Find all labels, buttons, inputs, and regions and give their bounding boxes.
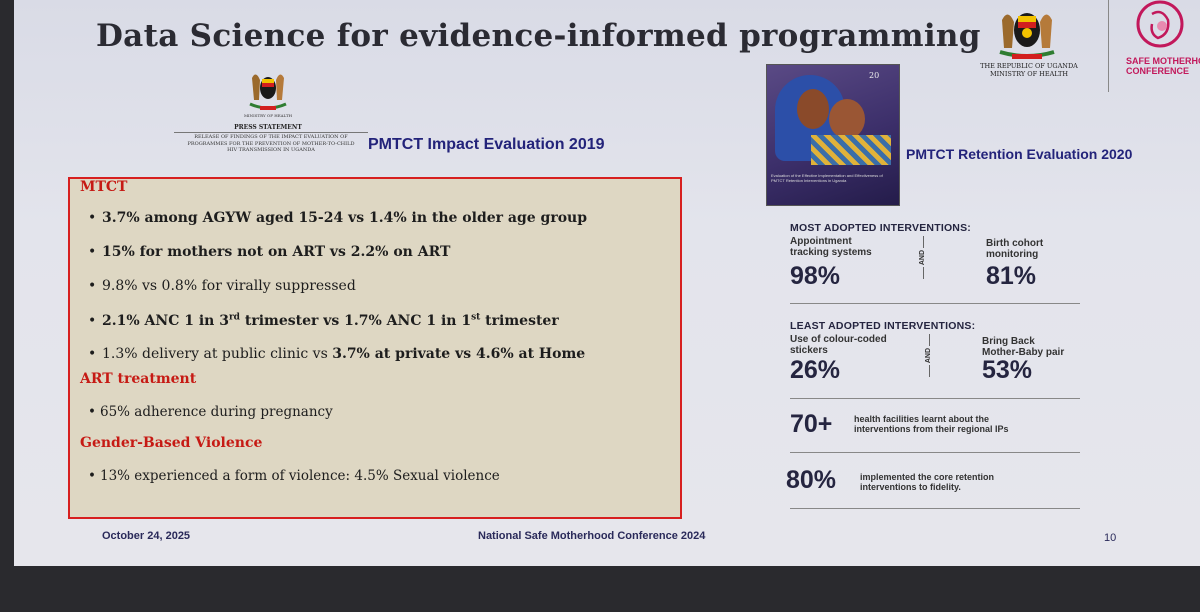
section-rule xyxy=(790,398,1080,399)
art-heading: ART treatment xyxy=(80,371,197,387)
finding-text-part: 1.3% delivery at public clinic vs xyxy=(102,346,333,362)
section-rule xyxy=(790,452,1080,453)
smc-line-1: SAFE MOTHERHOOD xyxy=(1126,56,1200,66)
footer-event: National Safe Motherhood Conference 2024 xyxy=(478,530,706,542)
smc-line-2: CONFERENCE xyxy=(1126,66,1190,76)
cover-cloth xyxy=(811,135,891,165)
finding-bullet: • 1.3% delivery at public clinic vs 3.7% … xyxy=(88,346,586,362)
mtct-heading: MTCT xyxy=(80,179,128,195)
header-divider xyxy=(1108,0,1109,92)
finding-bullet: • 13% experienced a form of violence: 4.5… xyxy=(88,468,500,484)
least-adopted-heading: LEAST ADOPTED INTERVENTIONS: xyxy=(790,320,976,332)
finding-text-part: trimester vs 1.7% ANC 1 in 1 xyxy=(239,312,472,329)
press-release: Release of findings of the impact evalua… xyxy=(176,134,366,154)
page-number: 10 xyxy=(1104,532,1117,544)
least-adopted-a-label: Use of colour-coded stickers xyxy=(790,334,887,356)
impact-evaluation-heading: PMTCT Impact Evaluation 2019 xyxy=(368,136,605,153)
most-adopted-a-label: Appointment tracking systems xyxy=(790,236,872,258)
least-adopted-a-label-2: stickers xyxy=(790,345,828,356)
finding-bullet: • 9.8% vs 0.8% for virally suppressed xyxy=(88,278,356,294)
finding-bullet: • 15% for mothers not on ART vs 2.2% on A… xyxy=(88,244,451,260)
cover-badge: 20 xyxy=(869,71,880,80)
cover-baby-face xyxy=(829,99,865,139)
finding-bullet: • 2.1% ANC 1 in 3rd trimester vs 1.7% ANC… xyxy=(88,312,559,329)
press-title: PRESS STATEMENT xyxy=(234,124,302,131)
most-adopted-b-label-2: monitoring xyxy=(986,249,1039,260)
most-adopted-b-value: 81% xyxy=(986,262,1037,290)
least-adopted-b-label: Bring Back Mother-Baby pair xyxy=(982,336,1064,358)
most-adopted-b-label-1: Birth cohort xyxy=(986,238,1044,249)
and-text: AND xyxy=(919,250,926,266)
finding-text: 9.8% vs 0.8% for virally suppressed xyxy=(102,278,356,294)
finding-text-part: 2.1% ANC 1 in 3 xyxy=(102,312,229,329)
most-adopted-a-value: 98% xyxy=(790,262,841,290)
safe-motherhood-logo-icon xyxy=(1136,0,1184,48)
stat-facilities-text-1: health facilities learnt about the xyxy=(854,414,990,424)
press-release-line-1: Release of findings of the impact evalua… xyxy=(194,134,348,140)
press-release-line-2: programmes for the prevention of mother-… xyxy=(187,140,355,147)
least-adopted-b-value: 53% xyxy=(982,356,1033,384)
finding-bullet: • 3.7% among AGYW aged 15-24 vs 1.4% in t… xyxy=(88,210,588,226)
stat-facilities-value: 70+ xyxy=(790,410,833,438)
least-adopted-a-label-1: Use of colour-coded xyxy=(790,334,887,345)
gov-caption: THE REPUBLIC OF UGANDA MINISTRY OF HEALT… xyxy=(964,62,1094,78)
stat-fidelity-text: implemented the core retention intervent… xyxy=(860,472,994,492)
gov-line-ministry: MINISTRY OF HEALTH xyxy=(989,70,1069,78)
stat-facilities-text: health facilities learnt about the inter… xyxy=(854,414,1009,434)
and-separator: AND xyxy=(918,236,928,280)
footer-date: October 24, 2025 xyxy=(102,530,191,542)
press-release-line-3: HIV transmission in Uganda xyxy=(227,147,315,153)
finding-superscript: rd xyxy=(228,312,240,322)
finding-text: 13% experienced a form of violence: 4.5%… xyxy=(100,468,500,484)
smc-caption: SAFE MOTHERHOOD CONFERENCE xyxy=(1126,56,1200,76)
section-rule xyxy=(790,303,1080,304)
stat-fidelity-text-1: implemented the core retention xyxy=(860,472,995,482)
press-ministry: MINISTRY OF HEALTH xyxy=(243,113,293,118)
least-adopted-b-label-1: Bring Back xyxy=(982,336,1035,347)
slide: Data Science for evidence-informed progr… xyxy=(14,0,1200,566)
slide-title: Data Science for evidence-informed progr… xyxy=(96,18,981,54)
most-adopted-a-label-2: tracking systems xyxy=(790,247,872,258)
finding-text-part: 3.7% at private vs 4.6% at Home xyxy=(332,346,586,362)
uganda-coat-of-arms-icon xyxy=(999,13,1055,59)
cover-caption: Evaluation of the Effective Implementati… xyxy=(771,173,883,183)
retention-evaluation-heading: PMTCT Retention Evaluation 2020 xyxy=(906,146,1133,162)
most-adopted-a-label-1: Appointment xyxy=(790,236,852,247)
stat-fidelity-value: 80% xyxy=(786,466,837,494)
least-adopted-a-value: 26% xyxy=(790,356,841,384)
finding-text: 3.7% among AGYW aged 15-24 vs 1.4% in th… xyxy=(102,210,588,226)
findings-box: MTCT • 3.7% among AGYW aged 15-24 vs 1.4%… xyxy=(68,177,682,519)
stat-facilities-text-2: interventions from their regional IPs xyxy=(854,424,1009,434)
section-rule xyxy=(790,508,1080,509)
and-text: AND xyxy=(925,348,932,364)
finding-bullet: • 65% adherence during pregnancy xyxy=(88,404,333,420)
least-adopted-b-label-2: Mother-Baby pair xyxy=(982,347,1065,358)
finding-superscript: st xyxy=(471,312,481,322)
press-rule xyxy=(174,132,368,133)
gbv-heading: Gender-Based Violence xyxy=(80,435,263,451)
most-adopted-b-label: Birth cohort monitoring xyxy=(986,238,1043,260)
finding-text-part: trimester xyxy=(480,312,559,329)
gov-line-republic: THE REPUBLIC OF UGANDA xyxy=(980,62,1078,70)
and-separator: AND xyxy=(924,334,934,378)
stat-fidelity-text-2: interventions to fidelity. xyxy=(860,482,961,492)
finding-text: 15% for mothers not on ART vs 2.2% on AR… xyxy=(102,244,451,260)
cover-mother-face xyxy=(797,89,829,129)
most-adopted-heading: MOST ADOPTED INTERVENTIONS: xyxy=(790,222,971,234)
press-crest-icon xyxy=(249,74,287,110)
finding-text: 65% adherence during pregnancy xyxy=(100,404,333,420)
report-cover-image: 20 Evaluation of the Effective Implement… xyxy=(766,64,900,206)
